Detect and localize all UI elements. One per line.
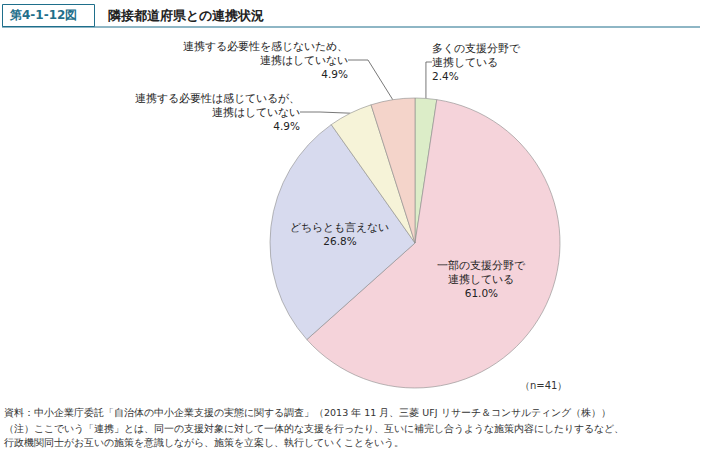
svg-text:多くの支援分野で: 多くの支援分野で: [432, 42, 521, 54]
svg-text:隣接都道府県との連携状況: 隣接都道府県との連携状況: [108, 8, 264, 23]
svg-text:4.9%: 4.9%: [321, 68, 348, 80]
svg-text:第4-1-12図: 第4-1-12図: [9, 8, 77, 22]
svg-text:連携する必要性を感じないため、: 連携する必要性を感じないため、: [183, 40, 348, 53]
svg-text:（注）ここでいう「連携」とは、同一の支援対象に対して一体的な: （注）ここでいう「連携」とは、同一の支援対象に対して一体的な支援を行ったり、互い…: [4, 423, 624, 434]
svg-text:26.8%: 26.8%: [323, 235, 356, 247]
svg-text:4.9%: 4.9%: [273, 120, 300, 132]
svg-text:連携している: 連携している: [448, 273, 514, 285]
svg-text:連携する必要性は感じているが、: 連携する必要性は感じているが、: [135, 92, 300, 105]
svg-text:どちらとも言えない: どちらとも言えない: [290, 221, 389, 233]
svg-text:資料：中小企業庁委託「自治体の中小企業支援の実態に関する調査: 資料：中小企業庁委託「自治体の中小企業支援の実態に関する調査」（2013 年 1…: [4, 407, 611, 418]
svg-text:61.0%: 61.0%: [465, 287, 498, 299]
svg-text:（n=41）: （n=41）: [520, 380, 567, 391]
svg-text:連携はしていない: 連携はしていない: [212, 106, 300, 118]
svg-text:2.4%: 2.4%: [432, 70, 459, 82]
svg-text:一部の支援分野で: 一部の支援分野で: [437, 259, 526, 271]
svg-text:連携している: 連携している: [432, 56, 498, 68]
svg-text:連携はしていない: 連携はしていない: [260, 54, 348, 66]
svg-text:行政機関同士がお互いの施策を意識しながら、施策を立案し、執行: 行政機関同士がお互いの施策を意識しながら、施策を立案し、執行していくことをいう。: [4, 437, 404, 448]
